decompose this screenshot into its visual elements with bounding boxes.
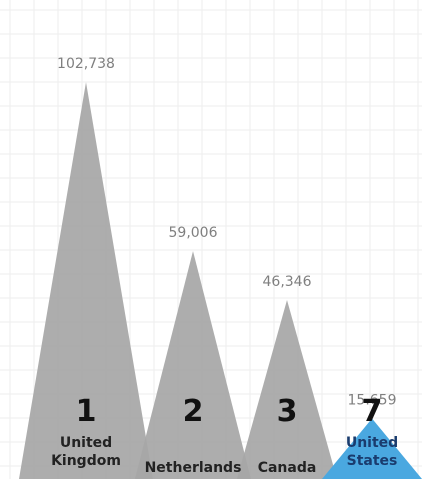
bar-0: [19, 82, 153, 479]
bars: [19, 82, 422, 479]
category-label-0-1: Kingdom: [51, 453, 121, 469]
value-label-0: 102,738: [57, 56, 115, 72]
category-label-3-0: United: [346, 435, 398, 451]
bar-1: [135, 251, 251, 479]
rank-label-0: 1: [76, 394, 97, 429]
bar-3: [322, 418, 422, 479]
category-label-2-0: Canada: [258, 460, 317, 476]
rank-label-2: 3: [277, 394, 298, 429]
value-label-3: 15.659: [348, 393, 397, 409]
value-label-2: 46,346: [263, 274, 312, 290]
category-label-1-0: Netherlands: [145, 460, 242, 476]
category-label-0-0: United: [60, 435, 112, 451]
labels: 102,738 1 United Kingdom 59,006 2 Netherlands 4…: [51, 56, 398, 476]
bar-2: [237, 299, 337, 479]
rank-label-3: 7: [362, 394, 383, 429]
rank-label-1: 2: [183, 394, 204, 429]
value-label-1: 59,006: [169, 225, 218, 241]
category-label-3-1: States: [347, 453, 398, 469]
